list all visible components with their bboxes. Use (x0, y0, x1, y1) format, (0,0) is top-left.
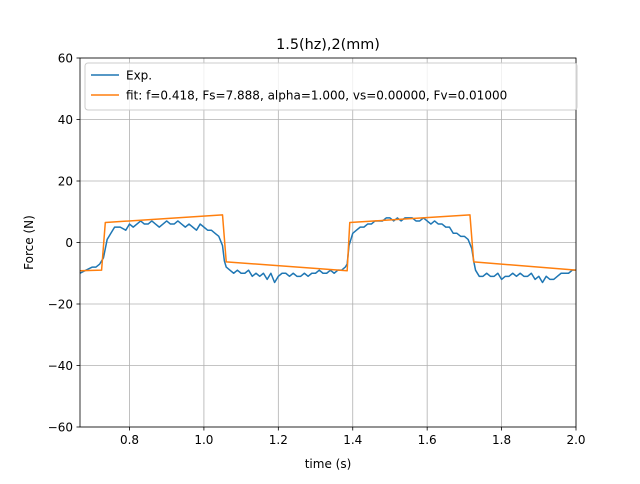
series-line-exp (79, 217, 576, 284)
x-tick-label: 2.0 (566, 433, 585, 447)
y-tick-label: −20 (48, 298, 73, 312)
y-tick-label: −40 (48, 359, 73, 373)
series-layer (79, 214, 577, 284)
x-tick-label: 1.0 (194, 433, 213, 447)
x-axis-label: time (s) (305, 457, 352, 471)
y-tick-label: −60 (48, 421, 73, 435)
chart-title: 1.5(hz),2(mm) (276, 37, 380, 53)
x-tick-label: 1.6 (418, 433, 437, 447)
series-line-fit (79, 214, 577, 272)
y-tick-label: 20 (58, 175, 73, 189)
x-tick-label: 1.8 (492, 433, 511, 447)
y-tick-label: 40 (58, 113, 73, 127)
x-tick-label: 1.4 (343, 433, 362, 447)
legend-box (84, 62, 578, 111)
y-axis-label: Force (N) (22, 215, 36, 270)
y-tick-label: 0 (65, 236, 73, 250)
x-tick-label: 1.2 (269, 433, 288, 447)
legend: Exp. fit: f=0.418, Fs=7.888, alpha=1.000,… (84, 62, 578, 111)
y-tick-label: 60 (58, 52, 73, 66)
x-tick-label: 0.8 (120, 433, 139, 447)
legend-label: Exp. (126, 69, 152, 83)
ticks: 0.8 1.0 1.2 1.4 1.6 1.8 2.0 −60 −40 −20 0 20 40 60 (48, 52, 586, 448)
legend-label: fit: f=0.418, Fs=7.888, alpha=1.000, vs=… (126, 89, 507, 103)
